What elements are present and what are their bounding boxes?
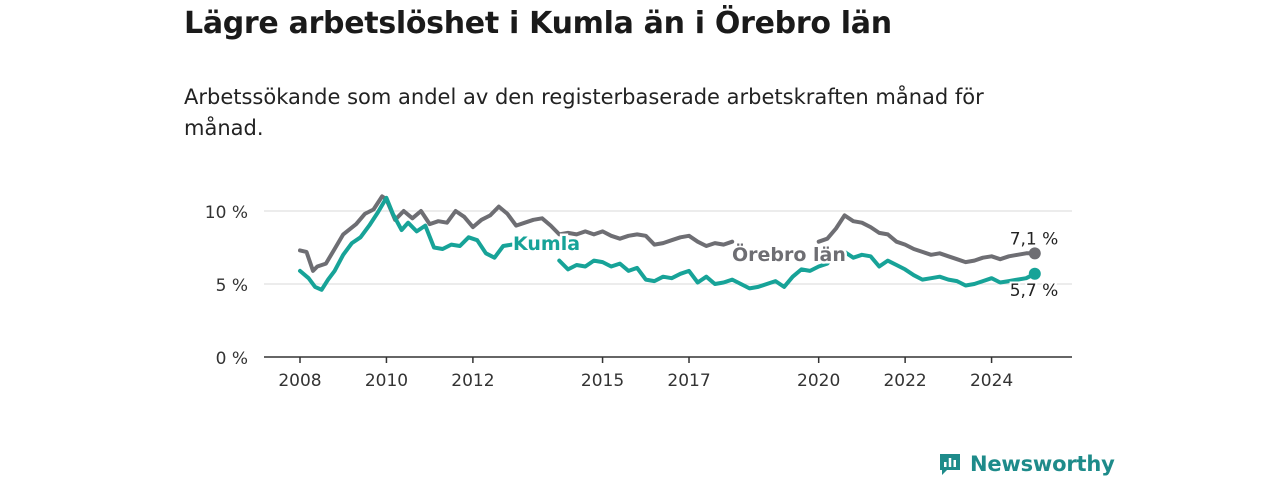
y-tick-label: 10 % <box>205 203 248 223</box>
series-lines <box>298 194 1041 292</box>
end-label-orebro: 7,1 % <box>1010 229 1059 249</box>
x-tick-label: 2015 <box>581 371 624 391</box>
series-line-orebro <box>298 194 735 273</box>
x-tick-label: 2012 <box>451 371 494 391</box>
y-tick-label: 5 % <box>216 276 248 296</box>
y-tick-label: 0 % <box>216 349 248 369</box>
series-label-orebro: Örebro län <box>732 242 846 266</box>
axes <box>264 356 1072 363</box>
end-point-kumla <box>1028 267 1041 280</box>
x-tick-label: 2022 <box>883 371 926 391</box>
series-label-kumla: Kumla <box>513 233 580 255</box>
x-tick-label: 2008 <box>278 371 321 391</box>
chart-subtitle: Arbetssökande som andel av den registerb… <box>184 85 984 140</box>
x-tick-label: 2024 <box>970 371 1013 391</box>
series-line-kumla-recent <box>557 249 1037 291</box>
newsworthy-logo[interactable]: Newsworthy <box>938 448 1115 480</box>
x-tick-label: 2017 <box>667 371 710 391</box>
bar-chart-speech-icon <box>940 454 960 475</box>
labels: 0 % 5 % 10 % 2008 2010 2012 2015 2017 2020 2022 20… <box>205 203 1061 391</box>
end-label-kumla: 5,7 % <box>1010 281 1059 301</box>
brand-name: Newsworthy <box>970 452 1115 476</box>
line-chart: 0 % 5 % 10 % 2008 2010 2012 2015 2017 2020 2022 20… <box>205 194 1072 391</box>
x-tick-label: 2020 <box>797 371 840 391</box>
end-point-orebro <box>1028 247 1041 260</box>
series-line-orebro-recent <box>816 213 1037 265</box>
series-line-kumla <box>298 195 514 292</box>
chart-title: Lägre arbetslöshet i Kumla än i Örebro l… <box>184 6 892 41</box>
x-tick-label: 2010 <box>365 371 408 391</box>
gridlines <box>264 210 1072 285</box>
